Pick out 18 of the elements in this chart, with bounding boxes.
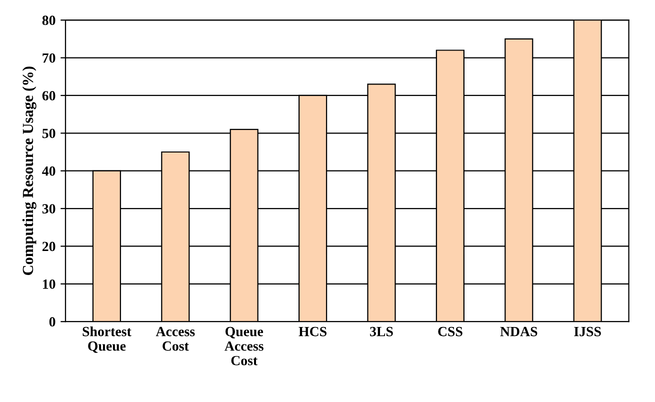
x-tick-label: Access Cost xyxy=(156,326,195,351)
y-axis-title: Computing Resource Usage (%) xyxy=(22,66,36,275)
x-tick-label: HCS xyxy=(298,326,326,336)
y-tick-label: 80 xyxy=(42,16,56,26)
x-tick-label: CSS xyxy=(438,326,462,336)
y-tick-label: 30 xyxy=(42,204,56,214)
y-tick-label: 20 xyxy=(42,242,56,252)
y-tick-label: 60 xyxy=(42,91,56,100)
y-tick-label: 40 xyxy=(42,166,56,176)
y-tick-label: 70 xyxy=(42,53,56,63)
x-tick-label: NDAS xyxy=(500,326,538,336)
x-tick-label: Shortest Queue xyxy=(82,326,132,353)
x-tick-label: 3LS xyxy=(370,326,393,336)
y-tick-label: 50 xyxy=(42,128,56,138)
x-tick-label: Queue Access Cost xyxy=(224,326,264,366)
x-tick-label: IJSS xyxy=(574,326,601,336)
y-tick-label: 10 xyxy=(43,279,56,289)
y-tick-label: 0 xyxy=(49,317,56,327)
